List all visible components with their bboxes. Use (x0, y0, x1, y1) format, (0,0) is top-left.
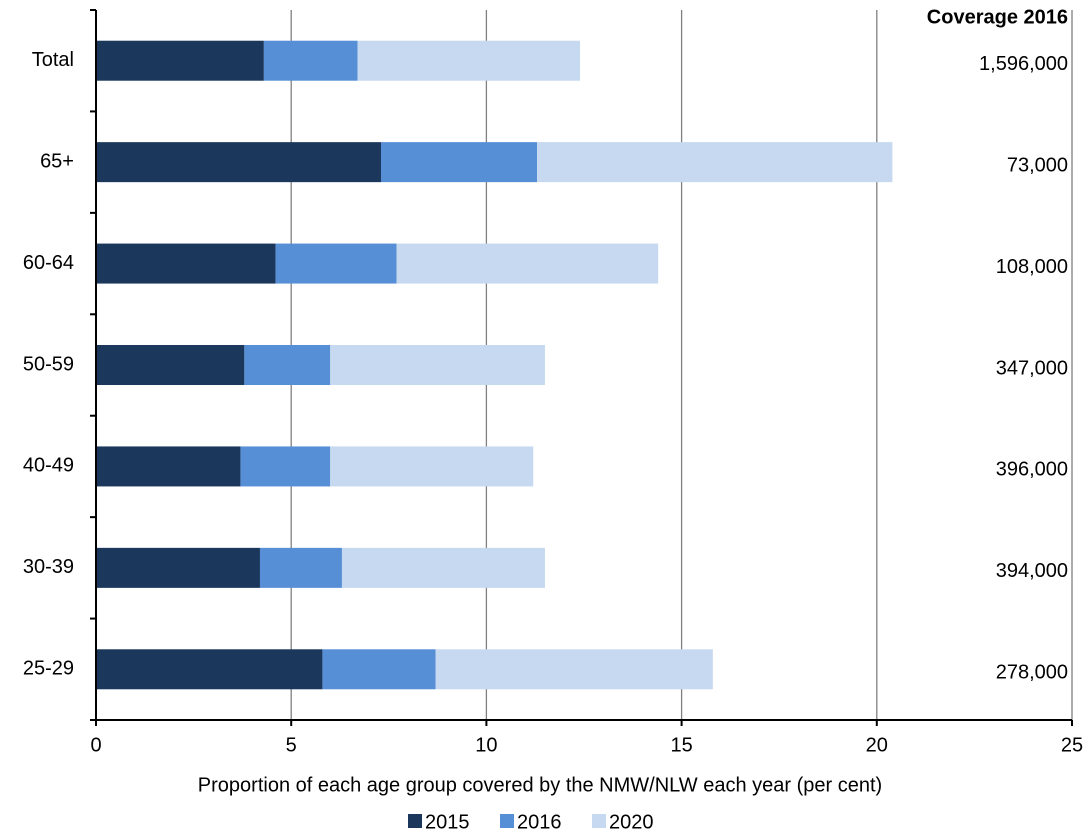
legend-swatch (500, 814, 514, 828)
coverage-value: 73,000 (1007, 154, 1068, 176)
coverage-header: Coverage 2016 (927, 6, 1068, 28)
bar-segment (240, 446, 331, 487)
y-tick-label: Total (32, 49, 74, 71)
y-tick-label: 65+ (40, 150, 74, 172)
y-tick-label: 60-64 (23, 252, 74, 274)
coverage-value: 347,000 (996, 357, 1068, 379)
bar-segment (341, 547, 545, 588)
x-tick-label: 5 (286, 734, 297, 756)
x-tick-label: 10 (475, 734, 497, 756)
legend-label: 2015 (425, 811, 470, 833)
bar-segment (537, 142, 893, 183)
y-tick-label: 40-49 (23, 455, 74, 477)
bar-segment (96, 547, 260, 588)
bar-segment (380, 142, 538, 183)
x-tick-label: 25 (1061, 734, 1083, 756)
bar-segment (96, 649, 323, 690)
bar-segment (330, 446, 534, 487)
bar-segment (96, 142, 381, 183)
bar-segment (96, 243, 276, 284)
x-tick-label: 20 (866, 734, 888, 756)
y-tick-label: 25-29 (23, 658, 74, 680)
bar-segment (96, 446, 241, 487)
bar-segment (330, 345, 545, 385)
coverage-value: 108,000 (996, 256, 1068, 278)
x-tick-label: 0 (90, 734, 101, 756)
coverage-value: 396,000 (996, 459, 1068, 481)
coverage-value: 278,000 (996, 662, 1068, 684)
legend-label: 2016 (517, 811, 562, 833)
y-tick-label: 30-39 (23, 556, 74, 578)
bar-segment (396, 243, 659, 284)
x-axis-title: Proportion of each age group covered by … (198, 774, 882, 796)
bar-segment (96, 40, 264, 81)
bar-segment (263, 40, 358, 81)
bar-segment (357, 40, 581, 81)
bar-segment (259, 547, 342, 588)
legend-label: 2020 (609, 811, 654, 833)
coverage-value: 394,000 (996, 560, 1068, 582)
bar-segment (435, 649, 713, 690)
bar-segment (275, 243, 397, 284)
legend-swatch (408, 814, 422, 828)
x-tick-label: 15 (670, 734, 692, 756)
legend-swatch (592, 814, 606, 828)
bar-segment (96, 345, 245, 385)
coverage-value: 1,596,000 (979, 53, 1068, 75)
bar-segment (244, 345, 331, 385)
bar-segment (322, 649, 436, 690)
y-tick-label: 50-59 (23, 353, 74, 375)
